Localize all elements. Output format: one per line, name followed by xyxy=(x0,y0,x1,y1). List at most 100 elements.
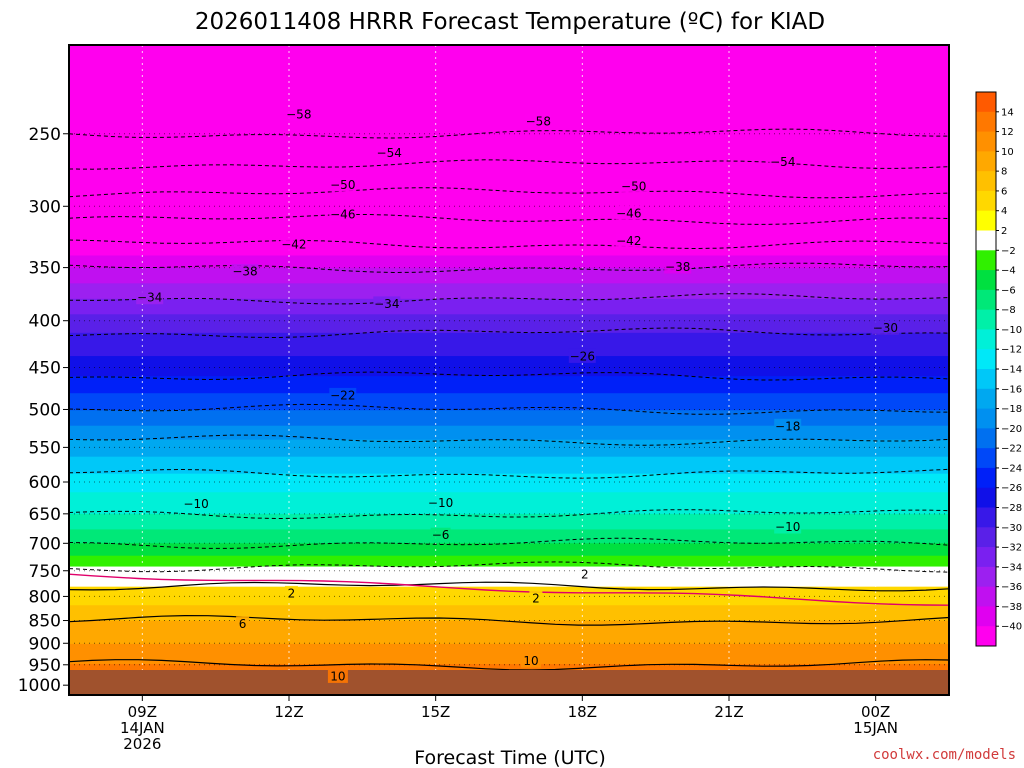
band-strip xyxy=(69,611,949,614)
band-strip xyxy=(69,382,949,385)
band-strip xyxy=(69,185,949,189)
x-tick-label: 18Z xyxy=(568,703,597,721)
band-strip xyxy=(69,137,949,141)
contour-label-bg xyxy=(524,113,552,128)
band-strip xyxy=(69,297,949,300)
band-strip xyxy=(69,662,949,665)
band-strip xyxy=(69,170,949,173)
band-strip xyxy=(69,343,949,347)
band-strip xyxy=(69,331,949,334)
contour-label: −34 xyxy=(374,297,399,311)
band-strip xyxy=(69,504,949,507)
band-strip xyxy=(69,130,949,133)
y-axis: 2503003504004505005506006507007508008509… xyxy=(18,125,69,696)
band-strip xyxy=(69,91,949,94)
band-strip xyxy=(69,308,949,311)
band-strip xyxy=(69,119,949,122)
band-strip xyxy=(69,209,949,212)
x-tick-label: 21Z xyxy=(714,703,743,721)
contour-label: 10 xyxy=(330,669,345,683)
band-strip xyxy=(69,218,949,221)
band-strip xyxy=(69,399,949,402)
band-strip xyxy=(69,249,949,252)
band-strip xyxy=(69,85,949,88)
contour-label: −26 xyxy=(570,349,595,363)
band-strip xyxy=(69,424,949,427)
contour-label: −50 xyxy=(330,178,355,192)
band-strip xyxy=(69,275,949,278)
band-strip xyxy=(69,159,949,162)
contour-label: −22 xyxy=(330,388,355,402)
band-strip xyxy=(69,148,949,152)
band-strip xyxy=(69,470,949,473)
band-strip xyxy=(69,551,949,554)
band-strip xyxy=(69,240,949,243)
band-strip xyxy=(69,241,949,244)
colorbar-swatch xyxy=(976,428,996,449)
band-strip xyxy=(69,549,949,552)
band-strip xyxy=(69,617,949,620)
credit-link[interactable]: coolwx.com/models xyxy=(873,747,1016,763)
band-strip xyxy=(69,447,949,450)
band-strip xyxy=(69,334,949,337)
band-strip xyxy=(69,547,949,551)
band-strip xyxy=(69,222,949,226)
band-strip xyxy=(69,660,949,664)
band-strip xyxy=(69,645,949,648)
band-strip xyxy=(69,156,949,159)
contour-label-bg xyxy=(329,177,357,192)
band-strip xyxy=(69,255,949,258)
band-strip xyxy=(69,489,949,492)
band-strip xyxy=(69,151,949,155)
band-strip xyxy=(69,565,949,568)
band-strip xyxy=(69,612,949,616)
colorbar-swatch xyxy=(976,388,996,410)
contour-label-bg xyxy=(280,237,308,252)
band-strip xyxy=(69,500,949,503)
colorbar-swatch xyxy=(976,230,996,251)
band-strip xyxy=(69,577,949,580)
band-strip xyxy=(69,373,949,376)
band-strip xyxy=(69,563,949,566)
contour-lines xyxy=(69,128,949,671)
band-strip xyxy=(69,229,949,232)
colorbar-label: −12 xyxy=(1001,345,1022,356)
band-strip xyxy=(69,100,949,104)
band-strip xyxy=(69,113,949,116)
band-strip xyxy=(69,345,949,348)
colorbar-label: −26 xyxy=(1001,483,1022,494)
band-strip xyxy=(69,145,949,148)
band-strip xyxy=(69,103,949,107)
band-strip xyxy=(69,263,949,266)
band-strip xyxy=(69,651,949,655)
contour-label-bg xyxy=(329,207,357,222)
band-strip xyxy=(69,540,949,543)
band-strip xyxy=(69,441,949,444)
contour-label: −10 xyxy=(775,520,800,534)
band-strip xyxy=(69,83,949,87)
contour-label: −54 xyxy=(377,146,402,160)
band-strip xyxy=(69,69,949,73)
band-strip xyxy=(69,105,949,108)
contour-label: −18 xyxy=(775,419,800,433)
colorbar-swatch xyxy=(976,92,996,113)
band-strip xyxy=(69,188,949,192)
band-strip xyxy=(69,439,949,442)
band-strip xyxy=(69,391,949,395)
contour-label: −6 xyxy=(432,528,450,542)
band-strip xyxy=(69,162,949,165)
colorbar-label: −24 xyxy=(1001,463,1022,474)
band-strip xyxy=(69,311,949,314)
band-strip xyxy=(69,602,949,605)
band-strip xyxy=(69,250,949,254)
colorbar-swatch xyxy=(976,289,996,311)
colorbar-swatch xyxy=(976,408,996,429)
band-strip xyxy=(69,667,949,670)
band-strip xyxy=(69,260,949,263)
band-strip xyxy=(69,436,949,439)
colorbar-label: 8 xyxy=(1001,167,1007,178)
band-strip xyxy=(69,417,949,421)
band-strip xyxy=(69,298,949,302)
band-strip xyxy=(69,110,949,113)
